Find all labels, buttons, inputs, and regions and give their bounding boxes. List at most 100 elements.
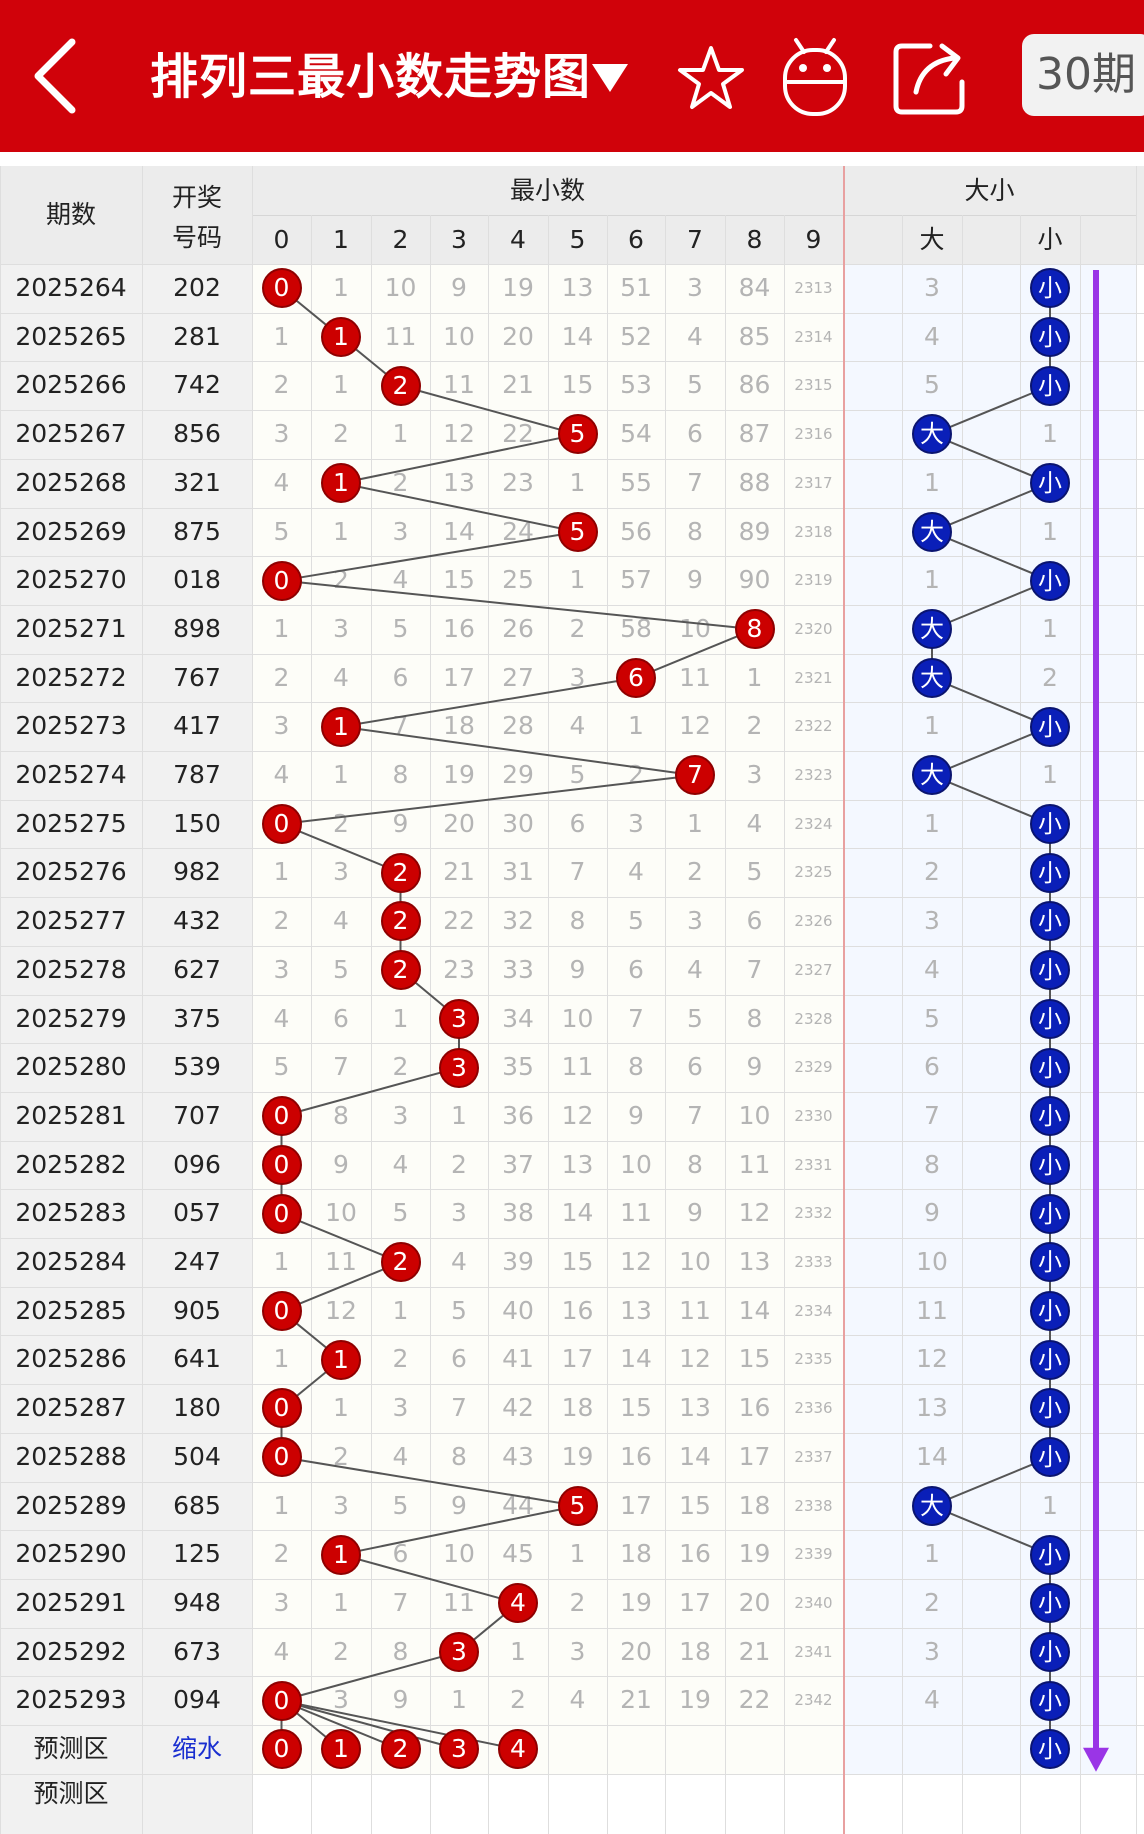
column-divider [371,215,372,1834]
size-ball: 小 [1030,317,1070,358]
missing-count-cell: 31 [502,857,534,887]
missing-count-cell: 6 [392,1539,409,1569]
big-missing-count-cell: 6 [924,1052,940,1082]
missing-count-cell: 12 [620,1247,652,1276]
page-title[interactable]: 排列三最小数走势图 [150,49,592,105]
missing-count-cell: 10 [679,1247,711,1276]
draw-number-cell: 685 [173,1490,221,1520]
missing-count-cell: 13 [738,1247,771,1276]
column-divider [252,166,253,1834]
missing-count-cell: 2 [273,906,290,936]
missing-count-cell: 5 [273,1052,290,1082]
android-robot-icon[interactable] [780,36,850,118]
big-missing-count-cell: 2 [924,1587,940,1617]
missing-count-cell: 38 [502,1198,534,1228]
draw-number-cell: 018 [173,565,221,595]
missing-count-cell: 10 [738,1100,771,1130]
missing-count-cell: 3 [333,1685,349,1715]
period-selector-button[interactable]: 30期 [1022,34,1144,116]
missing-count-cell: 8 [451,1441,467,1471]
digit-column-header: 6 [628,225,644,254]
digit-column-header: 9 [805,225,822,254]
missing-count-cell: 8 [392,760,409,789]
missing-count-cell: 2313 [794,279,833,297]
missing-count-cell: 1 [569,1539,586,1569]
size-ball: 小 [1030,1388,1070,1429]
missing-count-cell: 9 [451,273,467,302]
size-ball: 小 [1030,706,1070,747]
issue-number-cell: 2025278 [15,954,127,984]
missing-count-cell: 16 [561,1295,594,1325]
issue-number-cell: 2025274 [15,760,127,789]
small-column-header: 小 [1037,225,1063,254]
prediction-ball: 4 [498,1729,538,1770]
shrink-link[interactable]: 缩水 [171,1734,222,1763]
dropdown-caret-icon[interactable] [590,62,630,94]
missing-count-cell: 2314 [794,327,833,346]
missing-count-cell: 20 [502,321,534,351]
small-missing-count-cell: 1 [1042,516,1058,546]
missing-count-cell: 17 [738,1441,771,1471]
big-missing-count-cell: 5 [924,370,940,400]
big-missing-count-cell: 1 [924,711,940,741]
missing-count-cell: 6 [687,1052,703,1082]
small-missing-count-cell: 1 [1042,1490,1058,1520]
missing-count-cell: 3 [273,711,290,741]
missing-count-cell: 45 [502,1539,534,1569]
missing-count-cell: 1 [333,1393,349,1423]
missing-count-cell: 4 [687,954,703,984]
app-header: 排列三最小数走势图 30期 [0,0,1144,152]
row-divider [0,1286,1144,1288]
size-ball: 小 [1030,1583,1070,1624]
star-icon[interactable] [676,44,746,112]
missing-count-cell: 34 [502,1003,534,1033]
missing-count-cell: 3 [273,1587,290,1617]
missing-count-cell: 15 [738,1344,771,1374]
missing-count-cell: 3 [687,906,703,936]
missing-count-cell: 3 [333,1490,349,1520]
size-ball: 小 [1030,1631,1070,1672]
size-ball: 小 [1030,1242,1070,1283]
row-divider [0,897,1144,899]
prediction-label: 预测区 [33,1734,109,1763]
missing-count-cell: 2329 [794,1058,833,1077]
issue-number-cell: 2025288 [15,1441,127,1471]
missing-count-cell: 17 [561,1344,594,1374]
min-number-ball: 0 [261,1096,302,1137]
back-arrow-icon[interactable] [30,36,90,116]
missing-count-cell: 22 [502,419,534,449]
min-number-ball: 2 [380,1242,421,1283]
prediction-ball: 2 [380,1729,421,1770]
missing-count-cell: 19 [443,760,475,789]
missing-count-cell: 2328 [794,1009,833,1028]
min-number-ball: 8 [734,609,775,650]
min-number-ball: 2 [380,901,421,942]
missing-count-cell: 85 [738,321,771,351]
size-ball: 小 [1030,365,1070,406]
row-divider [0,1773,1144,1775]
row-divider [0,1627,1144,1629]
big-column-header: 大 [919,225,945,254]
issue-number-cell: 2025285 [15,1295,127,1325]
draw-number-cell: 627 [173,954,221,984]
missing-count-cell: 3 [569,1636,586,1666]
min-number-ball: 4 [498,1583,538,1624]
min-number-ball: 2 [380,950,421,991]
missing-count-cell: 2 [273,1539,290,1569]
missing-count-cell: 27 [502,662,534,692]
column-divider [607,215,608,1834]
missing-count-cell: 3 [687,273,703,302]
missing-count-cell: 4 [628,857,644,887]
missing-count-cell: 19 [679,1685,711,1715]
draw-number-cell: 096 [173,1149,221,1179]
size-ball: 小 [1030,1193,1070,1234]
missing-count-cell: 21 [443,857,475,887]
missing-count-cell: 8 [628,1052,644,1082]
missing-count-cell: 2336 [794,1399,833,1418]
min-number-ball: 2 [380,852,421,893]
missing-count-cell: 41 [502,1344,534,1374]
small-missing-count-cell: 1 [1042,613,1058,643]
missing-count-cell: 4 [569,711,586,741]
big-missing-count-cell: 7 [924,1100,940,1130]
share-icon[interactable] [892,38,970,116]
